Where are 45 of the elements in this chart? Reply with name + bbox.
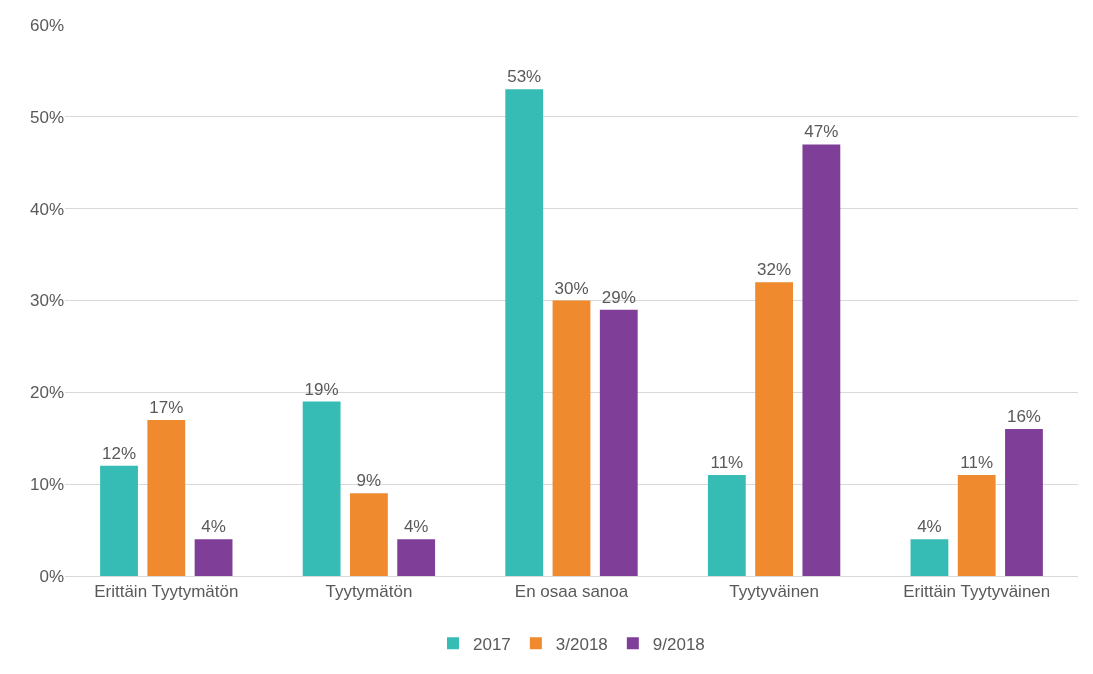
x-tick-label: Erittäin Tyytymätön	[94, 582, 239, 602]
y-tick-label: 20%	[29, 383, 64, 403]
data-label: 17%	[149, 397, 184, 417]
x-tick-label: En osaa sanoa	[514, 582, 629, 602]
bar	[957, 474, 996, 576]
y-tick-label: 60%	[29, 15, 64, 35]
data-label: 30%	[554, 278, 589, 298]
bar	[100, 465, 138, 576]
data-label: 9%	[356, 471, 382, 491]
data-label: 53%	[507, 67, 542, 87]
data-label: 4%	[403, 517, 429, 537]
bar	[707, 474, 746, 576]
data-label: 11%	[960, 452, 994, 472]
bar	[755, 282, 794, 576]
bar	[302, 401, 341, 576]
data-label: 29%	[601, 287, 636, 307]
bar	[349, 493, 388, 576]
data-label: 4%	[917, 517, 942, 537]
bar	[194, 539, 233, 576]
y-tick-label: 10%	[29, 475, 64, 495]
bar	[505, 89, 544, 576]
y-tick-label: 50%	[29, 107, 64, 127]
bar	[397, 539, 436, 576]
x-tick-label: Tyytyväinen	[729, 582, 819, 602]
bar	[147, 419, 186, 576]
data-label: 4%	[201, 517, 226, 537]
data-label: 16%	[1006, 407, 1041, 427]
x-tick-label: Erittäin Tyytyväinen	[903, 582, 1051, 602]
y-tick-label: 0%	[39, 566, 64, 586]
legend-label: 2017	[473, 634, 511, 654]
y-tick-label: 40%	[29, 199, 64, 219]
bar	[552, 300, 591, 576]
data-label: 12%	[102, 443, 137, 463]
y-tick-label: 30%	[29, 291, 64, 311]
x-tick-label: Tyytymätön	[325, 582, 413, 602]
bar	[1005, 429, 1043, 576]
data-label: 19%	[304, 379, 339, 399]
bar	[910, 539, 949, 576]
data-label: 32%	[757, 260, 792, 280]
legend-label: 9/2018	[652, 634, 705, 654]
data-label: 11%	[710, 452, 744, 472]
bar	[802, 144, 841, 576]
data-label: 47%	[804, 122, 839, 142]
bar	[599, 309, 638, 576]
legend-label: 3/2018	[555, 634, 608, 654]
